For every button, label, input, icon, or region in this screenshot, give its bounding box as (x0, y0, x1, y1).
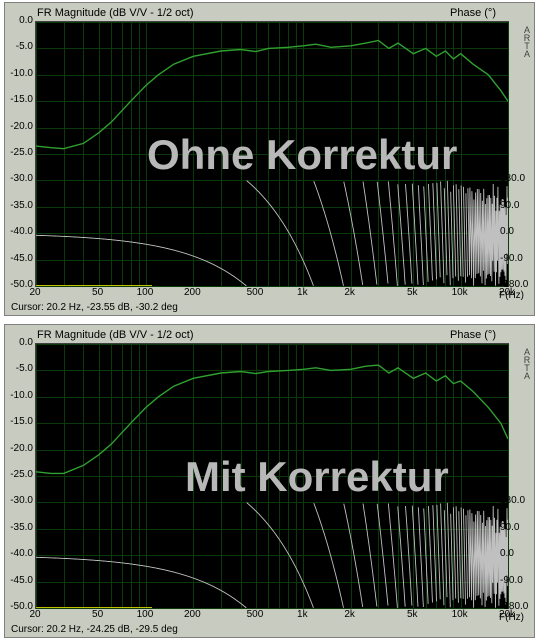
x-axis-label: F(Hz) (499, 290, 524, 301)
ylabel-left: -40.0 (7, 226, 33, 237)
xlabel: 100 (137, 287, 154, 298)
xlabel: 1k (297, 609, 308, 620)
ylabel-left: -35.0 (7, 522, 33, 533)
gridline-v (508, 22, 509, 286)
overlay-text: Ohne Korrektur (147, 131, 457, 179)
ylabel-left: -35.0 (7, 200, 33, 211)
ylabel-left: -15.0 (7, 416, 33, 427)
phase-curve (36, 181, 508, 286)
title-phase: Phase (°) (450, 329, 496, 341)
xlabel: 20 (29, 287, 40, 298)
ylabel-right: -90.0 (500, 253, 528, 264)
title-magnitude: FR Magnitude (dB V/V - 1/2 oct) (37, 7, 194, 19)
xlabel: 500 (247, 609, 264, 620)
ylabel-right: 180.0 (500, 495, 528, 506)
xlabel: 200 (184, 287, 201, 298)
cursor-readout: Cursor: 20.2 Hz, -24.25 dB, -29.5 deg (11, 624, 178, 635)
xlabel: 50 (92, 609, 103, 620)
page: FR Magnitude (dB V/V - 1/2 oct) Phase (°)… (0, 0, 539, 640)
xlabel: 50 (92, 287, 103, 298)
ylabel-left: -5.0 (7, 41, 33, 52)
xlabel: 5k (407, 287, 418, 298)
cursor-line (36, 607, 152, 608)
xlabel: 2k (344, 287, 355, 298)
ylabel-left: -45.0 (7, 575, 33, 586)
cursor-line (36, 285, 152, 286)
ylabel-right: 180.0 (500, 173, 528, 184)
ylabel-left: -30.0 (7, 173, 33, 184)
ylabel-left: -10.0 (7, 390, 33, 401)
ylabel-left: 0.0 (7, 337, 33, 348)
ylabel-left: -5.0 (7, 363, 33, 374)
ylabel-left: 0.0 (7, 15, 33, 26)
xlabel: 100 (137, 609, 154, 620)
xlabel: 1k (297, 287, 308, 298)
ylabel-right: -90.0 (500, 575, 528, 586)
xlabel: 5k (407, 609, 418, 620)
ylabel-left: -20.0 (7, 121, 33, 132)
xlabel: 500 (247, 287, 264, 298)
ylabel-left: -20.0 (7, 443, 33, 454)
x-axis-label: F(Hz) (499, 612, 524, 623)
ylabel-left: -25.0 (7, 147, 33, 158)
ylabel-left: -15.0 (7, 94, 33, 105)
gridline-h (36, 608, 508, 609)
gridline-h (36, 286, 508, 287)
xlabel: 10k (452, 287, 468, 298)
ylabel-left: -30.0 (7, 495, 33, 506)
ylabel-left: -45.0 (7, 253, 33, 264)
xlabel: 10k (452, 609, 468, 620)
phase-curve (36, 503, 508, 608)
ylabel-right: 0.0 (500, 226, 528, 237)
title-magnitude: FR Magnitude (dB V/V - 1/2 oct) (37, 329, 194, 341)
cursor-readout: Cursor: 20.2 Hz, -23.55 dB, -30.2 deg (11, 302, 178, 313)
ylabel-left: -25.0 (7, 469, 33, 480)
xlabel: 200 (184, 609, 201, 620)
gridline-v (508, 344, 509, 608)
arta-label: ARTA (522, 347, 532, 379)
title-phase: Phase (°) (450, 7, 496, 19)
arta-label: ARTA (522, 25, 532, 57)
chart-panel-top: FR Magnitude (dB V/V - 1/2 oct) Phase (°)… (4, 2, 535, 316)
ylabel-left: -10.0 (7, 68, 33, 79)
ylabel-right: 90.0 (500, 522, 528, 533)
chart-panel-bottom: FR Magnitude (dB V/V - 1/2 oct) Phase (°)… (4, 324, 535, 638)
ylabel-left: -40.0 (7, 548, 33, 559)
ylabel-right: 0.0 (500, 548, 528, 559)
xlabel: 2k (344, 609, 355, 620)
xlabel: 20 (29, 609, 40, 620)
overlay-text: Mit Korrektur (185, 453, 449, 501)
ylabel-right: 90.0 (500, 200, 528, 211)
